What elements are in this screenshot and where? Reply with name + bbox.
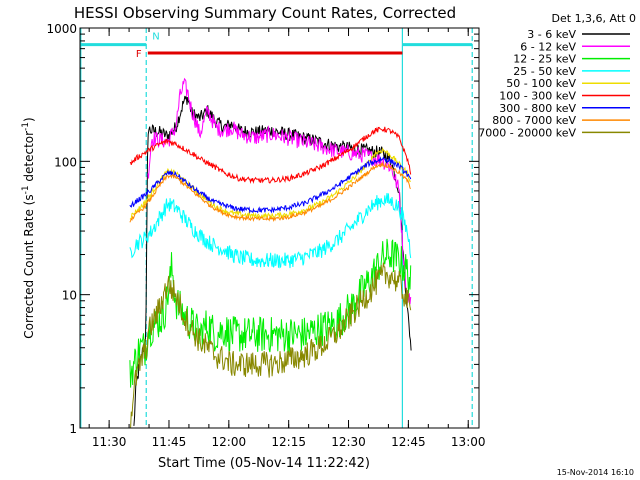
x-tick-label: 12:15 — [271, 435, 306, 449]
y-axis-label-end: ) — [22, 117, 36, 122]
x-tick-label: 12:00 — [212, 435, 247, 449]
y-tick-label: 1000 — [46, 22, 77, 36]
series-line-7 — [129, 161, 411, 223]
y-axis-label-sup2: -1 — [21, 122, 31, 131]
y-axis-label-mid: detector — [22, 131, 36, 186]
x-tick-label: 11:30 — [92, 435, 127, 449]
y-axis-label-sup1: -1 — [21, 185, 31, 194]
timestamp: 15-Nov-2014 16:10 — [557, 468, 634, 477]
legend-label: 50 - 100 keV — [506, 77, 576, 90]
y-tick-label: 100 — [54, 155, 77, 169]
plot-area: FN — [80, 28, 473, 429]
night-label: N — [152, 32, 159, 43]
y-tick-label: 10 — [62, 289, 77, 303]
plot-frame — [79, 27, 480, 429]
legend-label: 100 - 300 keV — [499, 90, 576, 103]
y-axis-label: Corrected Count Rate (s-1 detector-1) — [21, 117, 36, 338]
x-tick-label: 12:30 — [331, 435, 366, 449]
y-tick-label: 1 — [69, 422, 77, 436]
series-line-8 — [129, 262, 412, 429]
x-tick-label: 11:45 — [152, 435, 187, 449]
flare-label: F — [136, 49, 142, 60]
chart-title: HESSI Observing Summary Count Rates, Cor… — [74, 4, 456, 22]
legend-label: 300 - 800 keV — [499, 102, 576, 115]
x-axis-ticks: 11:30 11:45 12:00 12:15 12:30 12:45 13:00 — [88, 28, 486, 449]
series-line-1 — [147, 77, 412, 305]
x-axis-label: Start Time (05-Nov-14 11:22:42) — [158, 456, 370, 471]
y-axis-label-main: Corrected Count Rate (s — [22, 194, 36, 338]
y-axis-ticks: 1 10 100 1000 — [46, 22, 479, 436]
x-tick-label: 13:00 — [451, 435, 486, 449]
legend-label: 800 - 7000 keV — [492, 114, 576, 127]
legend-label: 25 - 50 keV — [513, 65, 576, 78]
series-line-3 — [129, 192, 412, 269]
legend-label: 12 - 25 keV — [513, 53, 576, 66]
legend-label: 6 - 12 keV — [520, 40, 576, 53]
series-line-6 — [129, 156, 412, 214]
series-line-5 — [129, 126, 412, 184]
legend-label: 7000 - 20000 keV — [478, 126, 576, 139]
series-line-4 — [129, 147, 411, 221]
legend-header: Det 1,3,6, Att 0 — [552, 12, 636, 25]
x-tick-label: 12:45 — [391, 435, 426, 449]
legend-label: 3 - 6 keV — [527, 28, 576, 41]
